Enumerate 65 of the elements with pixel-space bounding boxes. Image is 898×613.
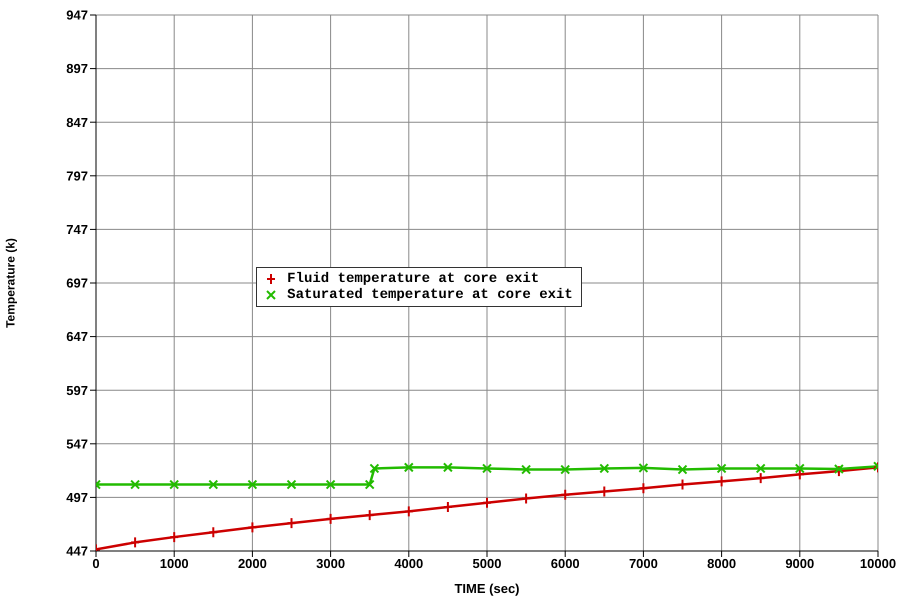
y-axis-title: Temperature (k) bbox=[3, 238, 18, 328]
point bbox=[794, 468, 805, 480]
x-tick-label: 1000 bbox=[160, 556, 189, 572]
point bbox=[169, 531, 180, 544]
y-tick-label: 447 bbox=[66, 544, 88, 559]
point bbox=[286, 517, 296, 530]
point bbox=[326, 480, 336, 490]
point bbox=[599, 463, 610, 474]
x-tick-label: 6000 bbox=[550, 556, 580, 572]
point bbox=[404, 462, 414, 472]
x-tick-label: 3000 bbox=[316, 556, 346, 572]
point bbox=[404, 505, 414, 518]
y-tick-label: 597 bbox=[66, 382, 88, 398]
point bbox=[364, 480, 375, 490]
point bbox=[482, 496, 492, 509]
point bbox=[521, 464, 532, 475]
point bbox=[130, 536, 140, 548]
y-tick-label: 747 bbox=[66, 222, 88, 238]
point bbox=[169, 480, 180, 490]
point bbox=[482, 463, 492, 474]
point bbox=[716, 463, 727, 474]
y-tick-label: 547 bbox=[66, 436, 88, 452]
point bbox=[208, 526, 218, 538]
legend-label: Saturated temperature at core exit bbox=[287, 286, 573, 302]
point bbox=[638, 482, 648, 494]
point bbox=[678, 464, 688, 475]
point bbox=[369, 463, 380, 474]
point bbox=[521, 492, 532, 504]
point bbox=[286, 480, 296, 490]
point bbox=[678, 478, 688, 491]
point bbox=[794, 463, 805, 474]
point bbox=[716, 475, 727, 488]
point bbox=[364, 509, 375, 522]
point bbox=[442, 501, 453, 514]
y-tick-label: 897 bbox=[66, 61, 88, 76]
x-tick-label: 10000 bbox=[860, 556, 896, 572]
y-tick-label: 797 bbox=[66, 168, 88, 184]
point bbox=[560, 488, 570, 501]
y-tick-label: 697 bbox=[66, 276, 88, 291]
point bbox=[326, 512, 336, 525]
y-tick-label: 947 bbox=[66, 8, 88, 23]
y-tick-label: 647 bbox=[66, 329, 88, 344]
point bbox=[599, 486, 610, 498]
x-axis-title: TIME (sec) bbox=[454, 581, 520, 596]
y-tick-label: 497 bbox=[66, 490, 88, 506]
point bbox=[560, 464, 570, 475]
y-tick-label: 847 bbox=[66, 114, 88, 130]
x-tick-label: 0 bbox=[92, 556, 100, 572]
point bbox=[834, 465, 844, 478]
x-tick-label: 5000 bbox=[472, 556, 502, 572]
point bbox=[208, 480, 218, 490]
x-tick-label: 9000 bbox=[785, 556, 814, 572]
x-tick-label: 7000 bbox=[628, 556, 658, 572]
point bbox=[442, 462, 453, 472]
point bbox=[130, 480, 140, 490]
point bbox=[638, 462, 648, 473]
point bbox=[247, 480, 258, 490]
point bbox=[834, 464, 844, 474]
x-tick-label: 4000 bbox=[394, 556, 424, 572]
point bbox=[756, 472, 766, 484]
legend-label: Fluid temperature at core exit bbox=[287, 270, 540, 286]
x-tick-label: 8000 bbox=[707, 556, 736, 572]
x-tick-label: 2000 bbox=[238, 556, 267, 572]
point bbox=[247, 521, 258, 534]
point bbox=[756, 463, 766, 474]
